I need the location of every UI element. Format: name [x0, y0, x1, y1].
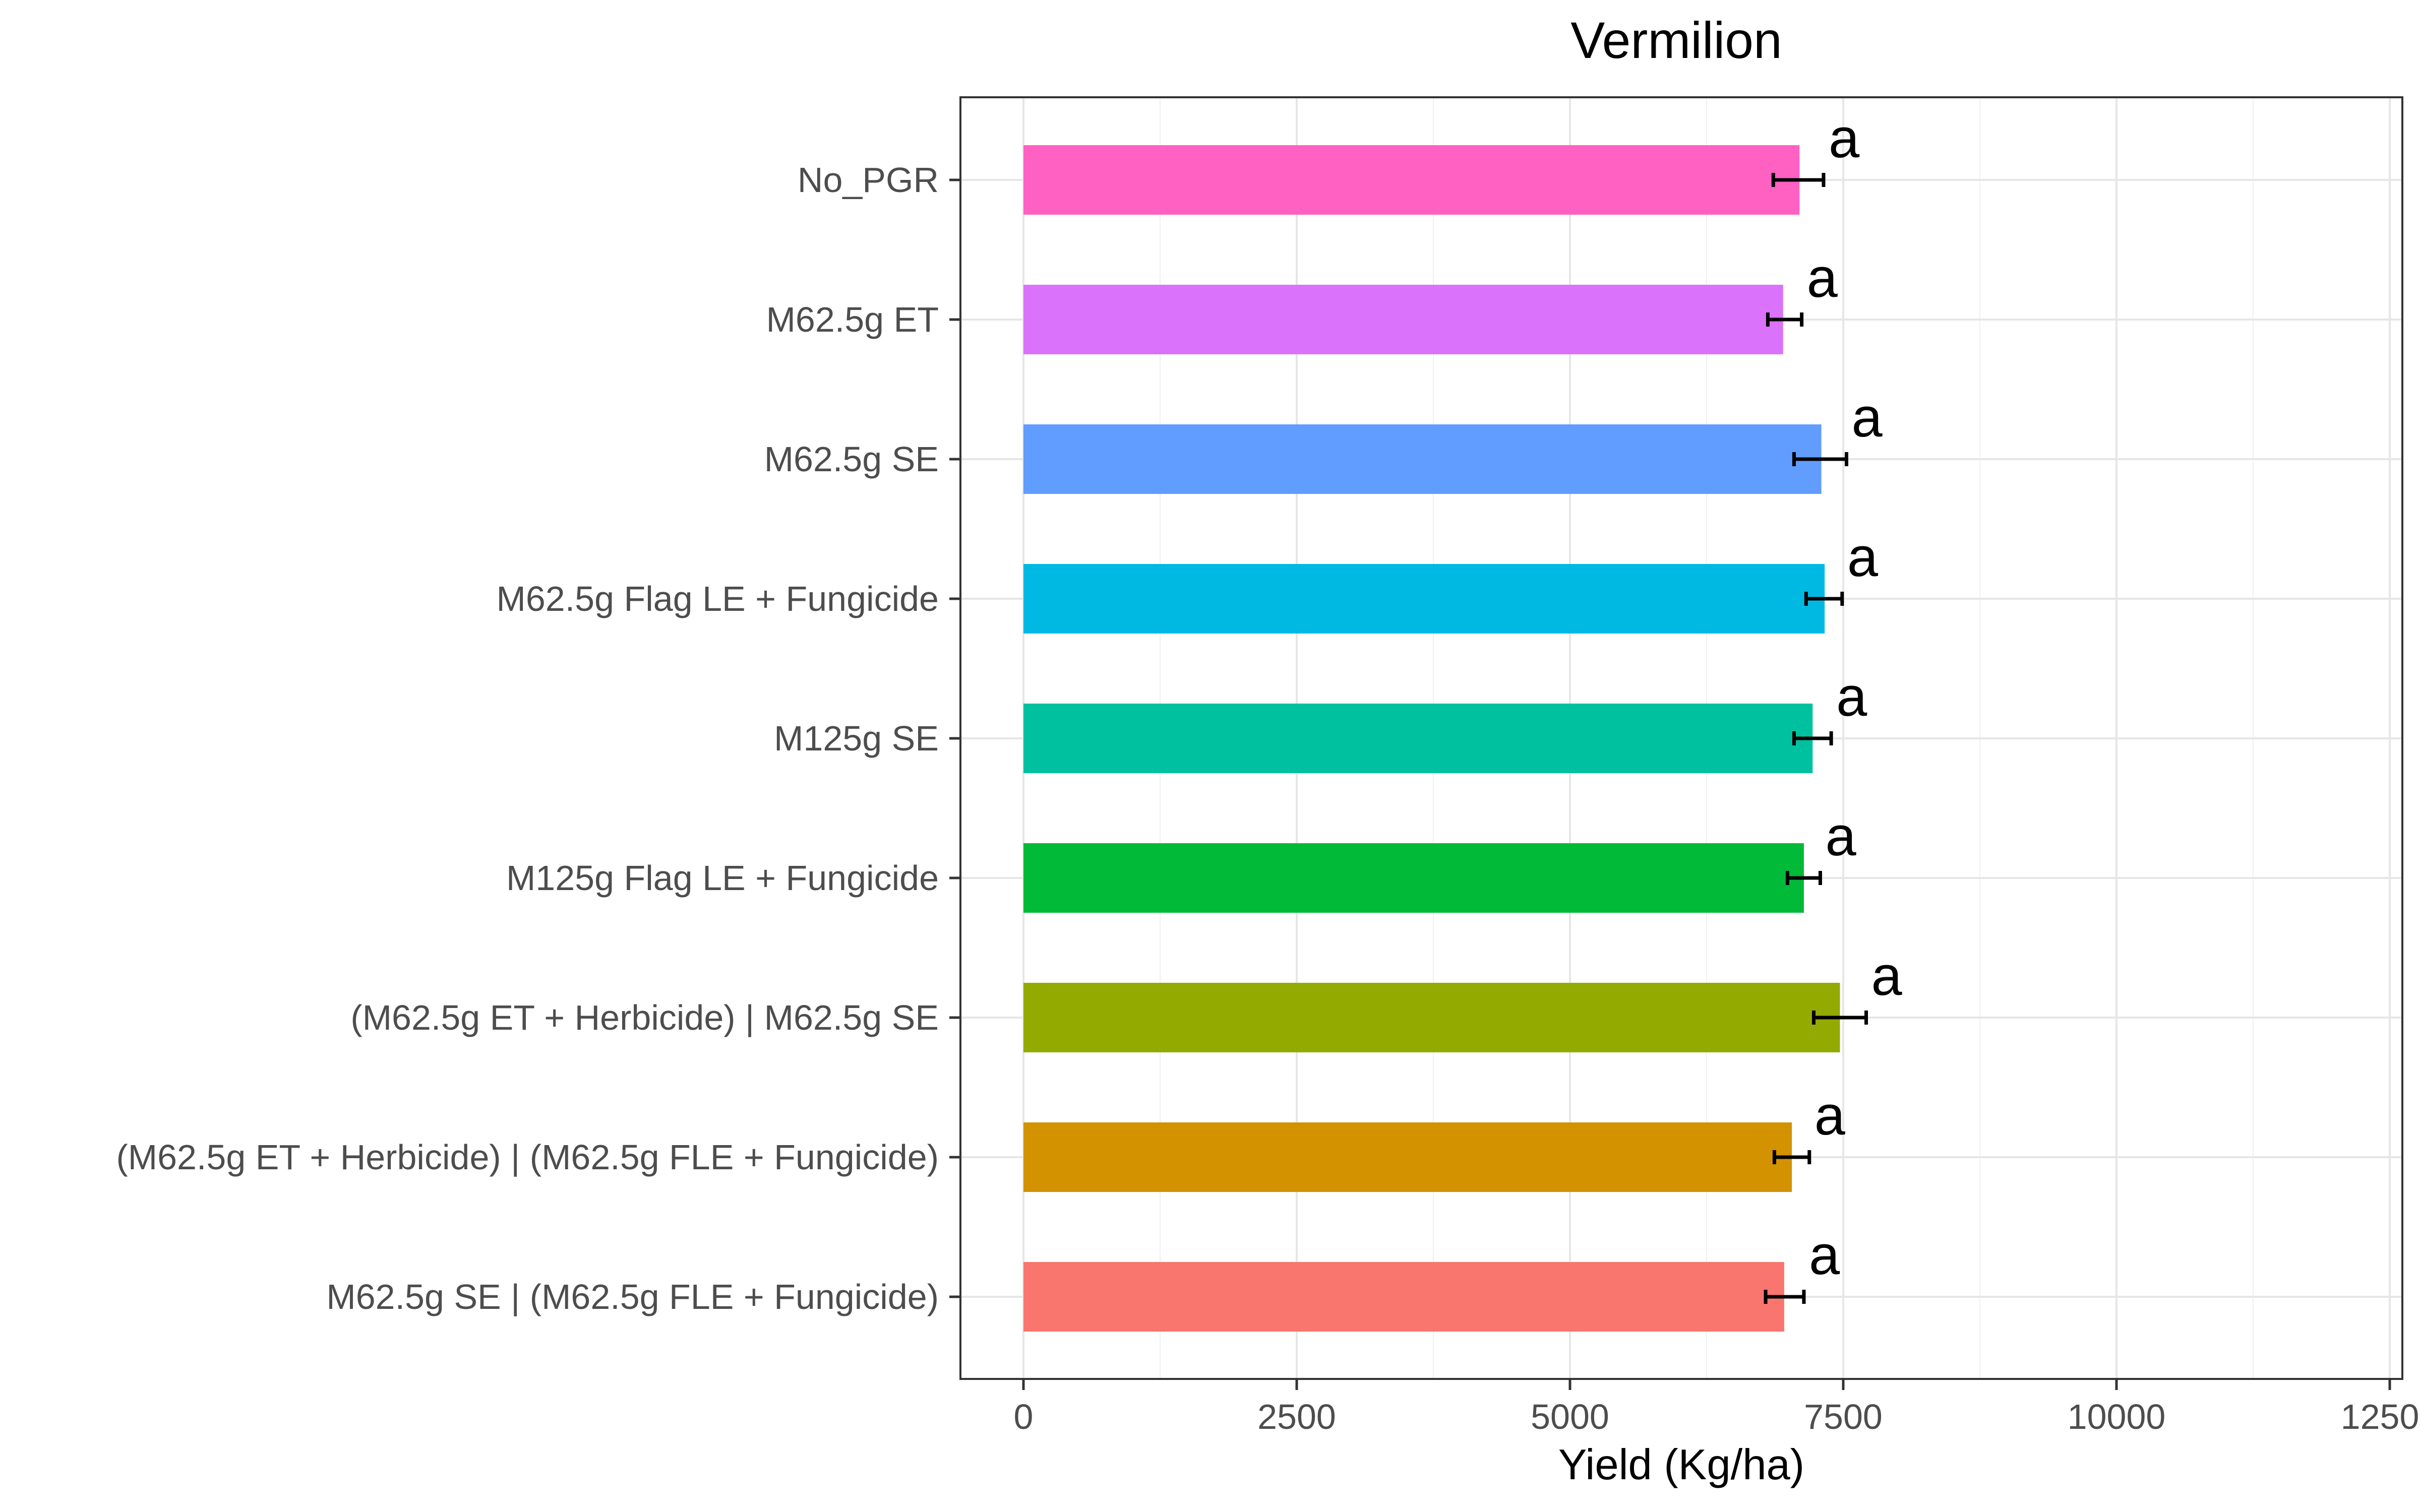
- y-tick-label: No_PGR: [798, 160, 939, 200]
- x-tick-label: 7500: [1804, 1397, 1883, 1436]
- x-tick-label: 12500: [2341, 1397, 2420, 1436]
- bar: [1023, 564, 1825, 634]
- significance-label: a: [1829, 107, 1860, 169]
- significance-label: a: [1871, 945, 1903, 1007]
- significance-label: a: [1836, 666, 1867, 728]
- y-tick-label: (M62.5g ET + Herbicide) | (M62.5g FLE + …: [116, 1138, 939, 1177]
- bar: [1023, 285, 1783, 354]
- y-tick-label: (M62.5g ET + Herbicide) | M62.5g SE: [350, 998, 939, 1037]
- x-axis-ticks: 0 2500 5000 7500 10000 12500: [1014, 1379, 2420, 1436]
- chart-title: Vermilion: [1570, 12, 1782, 69]
- significance-label: a: [1809, 1224, 1840, 1286]
- x-tick-label: 0: [1014, 1397, 1034, 1436]
- y-axis-ticks: No_PGR M62.5g ET M62.5g SE M62.5g Flag LE +…: [116, 160, 960, 1316]
- x-tick-label: 5000: [1531, 1397, 1609, 1436]
- y-tick-label: M62.5g SE: [764, 439, 939, 479]
- x-axis-title: Yield (Kg/ha): [1558, 1441, 1804, 1489]
- significance-label: a: [1847, 526, 1879, 588]
- bars: [1023, 145, 1840, 1332]
- bar: [1023, 1122, 1792, 1192]
- y-tick-label: M62.5g ET: [766, 300, 939, 339]
- error-bars: [1764, 173, 1868, 1304]
- x-tick-label: 2500: [1257, 1397, 1336, 1436]
- bar: [1023, 843, 1804, 913]
- bar: [1023, 145, 1800, 215]
- y-tick-label: M62.5g Flag LE + Fungicide: [497, 579, 939, 618]
- significance-labels: a a a a a a a a a: [1807, 107, 1903, 1286]
- y-tick-label: M62.5g SE | (M62.5g FLE + Fungicide): [326, 1277, 939, 1316]
- x-tick-label: 10000: [2068, 1397, 2166, 1436]
- significance-label: a: [1807, 247, 1838, 309]
- significance-label: a: [1814, 1085, 1846, 1147]
- bar: [1023, 704, 1813, 773]
- bar: [1023, 983, 1840, 1052]
- y-tick-label: M125g Flag LE + Fungicide: [506, 858, 939, 898]
- bar: [1023, 1262, 1784, 1332]
- y-tick-label: M125g SE: [774, 719, 939, 758]
- bar: [1023, 424, 1822, 494]
- significance-label: a: [1825, 805, 1856, 867]
- significance-label: a: [1852, 387, 1883, 449]
